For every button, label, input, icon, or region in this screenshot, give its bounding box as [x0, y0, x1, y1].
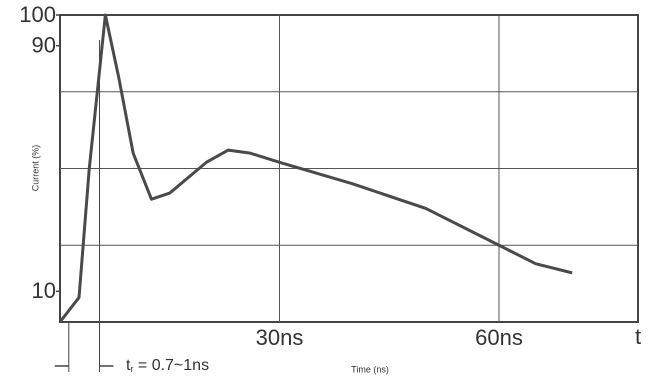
y-tick-label: 100	[19, 2, 56, 27]
x-axis-end-label: t	[635, 324, 641, 349]
rise-time-subscript: r	[130, 364, 133, 374]
x-tick-label: 30ns	[256, 325, 304, 350]
rise-time-text: = 0.7~1ns	[133, 357, 209, 374]
rise-time-label: tr = 0.7~1ns	[126, 357, 209, 374]
y-tick-label: 90	[32, 33, 56, 58]
x-tick-label: 60ns	[475, 325, 523, 350]
series-line	[58, 13, 573, 323]
y-tick-label: 10	[32, 278, 56, 303]
y-axis-label: Current (%)	[30, 145, 40, 192]
x-axis-label: Time (ns)	[351, 364, 389, 374]
rise-time-symbol: t	[126, 357, 131, 374]
